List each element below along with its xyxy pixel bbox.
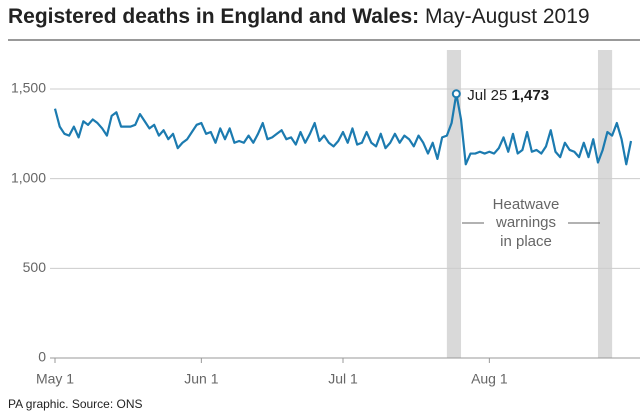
x-tick-label: Jun 1 (184, 371, 218, 387)
highlight-label: Heatwave warnings in place (462, 196, 600, 250)
y-tick-label: 0 (38, 349, 46, 365)
grid: 0 500 1,000 1,500 May 1 Jun 1 Jul 1 Aug 1 (11, 80, 640, 387)
y-tick-label: 500 (23, 259, 47, 275)
y-tick-label: 1,500 (11, 80, 46, 96)
y-tick-label: 1,000 (11, 169, 46, 185)
chart-title: Registered deaths in England and Wales: … (8, 5, 590, 28)
highlight-label-line: warnings (495, 214, 556, 231)
annotation-value: 1,473 (512, 87, 550, 104)
title: Registered deaths in England and Wales: (8, 5, 419, 28)
annotation-date: Jul 25 (467, 87, 507, 104)
series-line (53, 92, 633, 166)
annotation-point (451, 89, 461, 99)
x-tick-label: May 1 (36, 371, 74, 387)
annotation: Jul 25 1,473 (467, 87, 549, 104)
x-tick-label: Aug 1 (471, 371, 508, 387)
highlight-label-line: in place (500, 233, 552, 250)
x-tick-label: Jul 1 (328, 371, 358, 387)
subtitle: May-August 2019 (425, 5, 590, 28)
highlight-label-line: Heatwave (493, 196, 560, 213)
source: PA graphic. Source: ONS (8, 397, 143, 411)
plot: Jul 25 1,473 (53, 87, 633, 166)
highlight-band (597, 50, 613, 358)
